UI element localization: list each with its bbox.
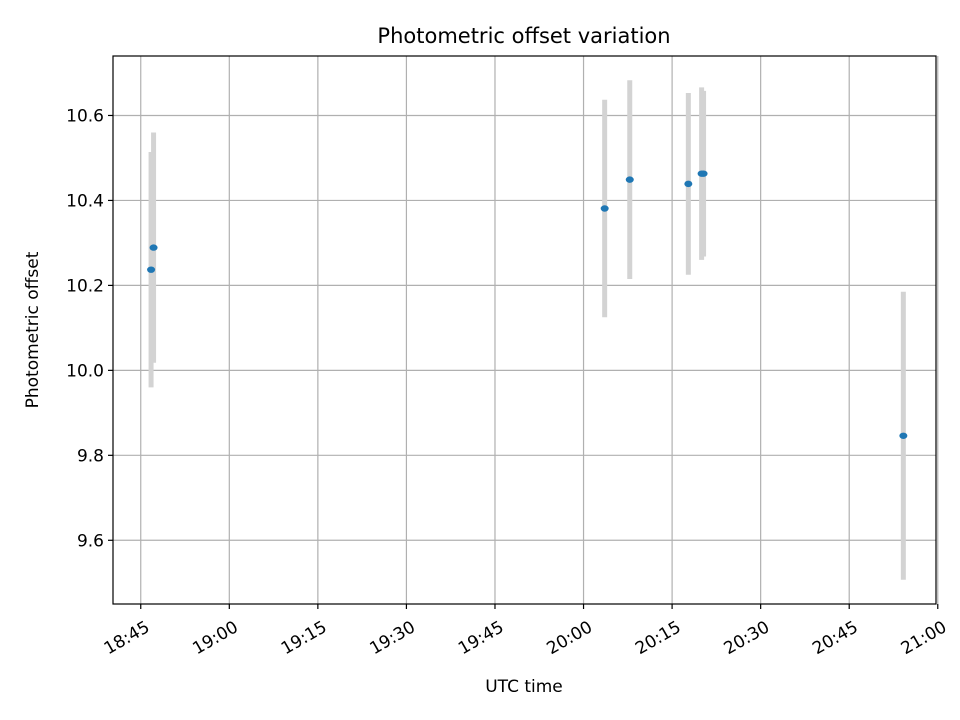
- plot-frame: [112, 55, 937, 605]
- error-bars: [148, 80, 906, 580]
- x-tick-label: 20:30: [721, 617, 773, 659]
- data-point: [684, 180, 693, 188]
- y-tick-label: 10.0: [66, 361, 104, 381]
- x-tick-label: 21:00: [898, 617, 950, 659]
- x-tick-label: 18:45: [101, 617, 153, 659]
- chart-title: Photometric offset variation: [377, 24, 670, 48]
- y-tick-label: 10.6: [66, 106, 104, 126]
- x-tick-label: 19:00: [189, 617, 241, 659]
- x-axis-ticks: 18:45 19:00 19:15 19:30 19:45 20:00 20:15 20:30…: [101, 604, 950, 659]
- x-axis-label: UTC time: [485, 677, 563, 697]
- y-tick-label: 9.6: [77, 531, 104, 551]
- data-point: [899, 432, 908, 439]
- data-point: [600, 205, 609, 212]
- x-tick-label: 19:45: [455, 617, 507, 659]
- y-tick-label: 10.2: [66, 276, 104, 296]
- data-points: [147, 170, 908, 439]
- data-point: [149, 244, 158, 251]
- data-point: [625, 176, 634, 183]
- data-point: [699, 170, 708, 177]
- y-tick-label: 10.4: [66, 191, 104, 211]
- x-tick-label: 20:45: [809, 617, 861, 659]
- x-tick-label: 20:15: [632, 617, 684, 659]
- x-tick-label: 19:30: [366, 617, 418, 659]
- y-axis-ticks: 9.6 9.8 10.0 10.2 10.4 10.6: [66, 106, 113, 551]
- y-axis-label: Photometric offset: [23, 251, 43, 408]
- x-tick-label: 20:00: [544, 617, 596, 659]
- grid: [113, 56, 939, 604]
- x-tick-label: 19:15: [278, 617, 330, 659]
- data-point: [147, 266, 156, 273]
- y-tick-label: 9.8: [77, 446, 104, 466]
